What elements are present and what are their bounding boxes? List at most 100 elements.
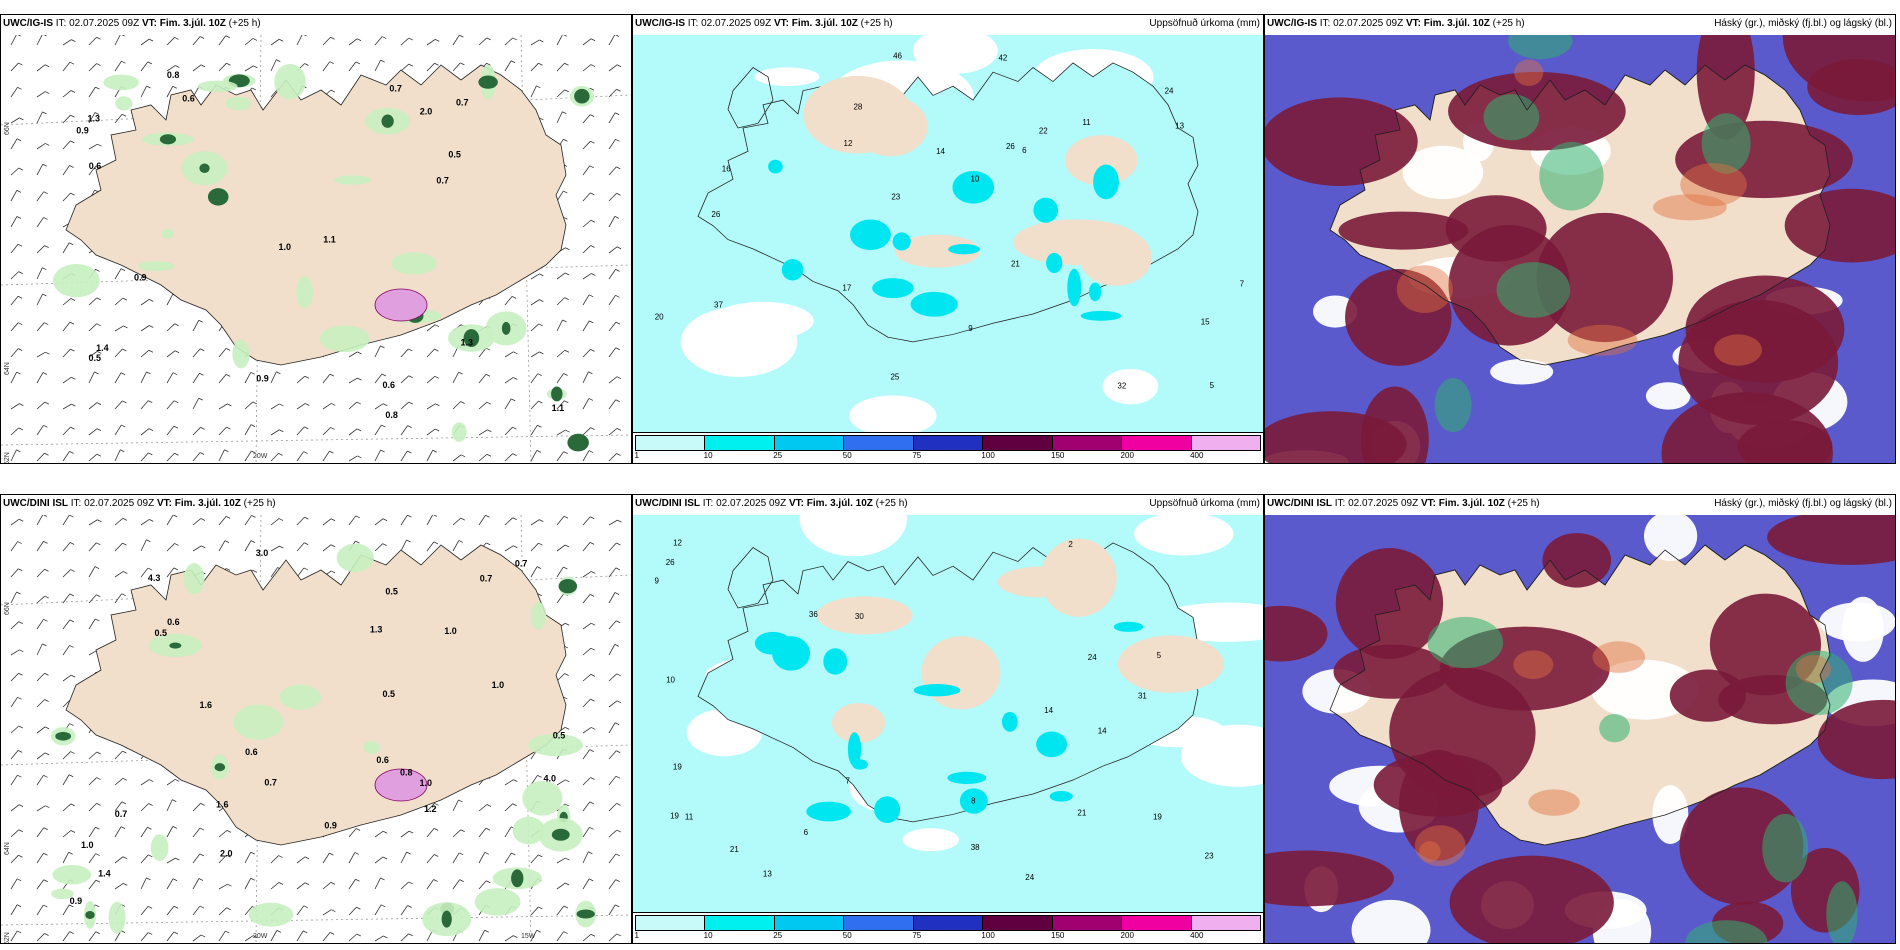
colorbar-swatch [636,916,706,930]
lon-label: 15W [521,933,536,940]
precip-label: 0.9 [70,896,83,906]
colorbar-swatch [913,436,984,450]
panel-row1-accum-precip: UWC/IG-IS IT: 02.07.2025 09Z VT: Fim. 3.… [632,14,1264,464]
precip-label: 1.0 [492,680,505,690]
colorbar-swatch [983,916,1053,930]
precip-label: 0.5 [385,586,398,596]
colorbar-tick-label: 1 [634,931,640,940]
precip-label: 2.0 [220,848,233,858]
colorbar-tick-label: 400 [1190,451,1204,460]
precip-label: 0.7 [264,778,277,788]
colorbar-swatch [705,436,775,450]
panel-title: Háský (gr.), miðský (fj.bl.) og lágský (… [1714,498,1892,509]
colorbar-tick-label: 200 [1120,931,1134,940]
accum-label: 42 [998,54,1007,63]
colorbar-tick-label: 75 [912,451,922,460]
colorbar-tick-label: 150 [1050,931,1065,940]
precip-label: 1.6 [216,800,229,810]
panel-title: Uppsöfnuð úrkoma (mm) [1149,498,1260,509]
precip-label: 4.3 [148,573,161,583]
accum-label: 19 [1153,813,1162,822]
map-precip-wind: 1.1 0.8 0.5 0.6 0.9 0.7 0.5 1.3 1.0 0.7 2.0 1.4 0.8 0… [1,35,631,463]
colorbar-swatch [774,916,845,930]
precip-label: 0.5 [382,689,395,699]
colorbar-swatch [705,916,775,930]
precip-label: 0.6 [245,747,258,757]
colorbar-swatch [1052,916,1123,930]
panel-row1-clouds: UWC/IG-IS IT: 02.07.2025 09Z VT: Fim. 3.… [1264,14,1896,464]
accum-label: 26 [711,210,720,219]
precip-label: 0.5 [553,731,566,741]
accum-label: 26 [1006,142,1015,151]
accum-label: 13 [1175,121,1184,130]
precip-label: 0.6 [383,380,396,390]
accum-label: 2 [1068,540,1073,549]
accum-label: 21 [1011,260,1020,269]
accum-label: 5 [1210,381,1215,390]
panel-row2-clouds: UWC/DINI ISL IT: 02.07.2025 09Z VT: Fim.… [1264,494,1896,944]
precip-label: 0.5 [448,149,461,159]
precip-label: 1.4 [98,868,111,878]
accum-label: 23 [1205,852,1214,861]
precip-label: 0.6 [89,161,102,171]
precip-label: 1.1 [323,235,336,245]
colorbar-tick-label: 10 [703,451,713,460]
panel-header: UWC/IG-IS IT: 02.07.2025 09Z VT: Fim. 3.… [3,18,261,29]
accum-label: 12 [844,139,853,148]
colorbar-swatch [913,916,984,930]
accum-label: 17 [842,284,851,293]
accum-label: 11 [685,813,694,822]
accum-label: 37 [714,300,723,309]
accum-label: 23 [891,192,900,201]
colorbar-tick-label: 150 [1050,451,1065,460]
colorbar-tick-label: 10 [703,931,713,940]
precip-label: 0.8 [167,70,180,80]
accum-label: 16 [722,165,731,174]
accum-label: 6 [1022,146,1027,155]
accum-label: 19 [673,762,682,771]
colorbar-swatch [1052,436,1123,450]
accum-label: 8 [971,796,976,805]
precip-label: 1.3 [88,114,101,124]
accum-label: 12 [673,538,682,547]
accum-label: 24 [1165,87,1174,96]
accum-label: 14 [1098,726,1107,735]
accum-label: 19 [670,811,679,820]
precip-label: 1.1 [552,403,565,413]
colorbar-swatch [1191,916,1260,930]
colorbar-swatch [983,436,1053,450]
map-layer: 5 10 6 13 25 16 15 14 26 46 37 23 22 21 24 20 12 17 32 42 26… [633,35,1263,433]
panel-header: UWC/DINI ISL IT: 02.07.2025 09Z VT: Fim.… [3,498,276,509]
colorbar-tick-label: 100 [981,451,995,460]
precip-label: 1.2 [424,804,437,814]
panel-row2-precip-wind: UWC/DINI ISL IT: 02.07.2025 09Z VT: Fim.… [0,494,632,944]
precip-label: 1.0 [420,778,433,788]
accum-label: 9 [655,577,660,586]
precip-label: 0.8 [400,768,413,778]
panel-title: Uppsöfnuð úrkoma (mm) [1149,18,1260,29]
map-clouds [1265,35,1895,463]
colorbar-swatch [844,916,914,930]
colorbar-tick-label: 25 [773,451,783,460]
accum-label: 7 [846,777,851,786]
lat-label: 64N [4,362,11,375]
lat-label: 62N [4,932,11,943]
panel-header: UWC/DINI ISL IT: 02.07.2025 09Z VT: Fim.… [635,498,908,509]
accum-label: 13 [763,870,772,879]
precip-label: 1.0 [81,840,94,850]
precip-label: 0.8 [385,410,398,420]
accum-label: 7 [1240,279,1245,288]
accum-label: 32 [1117,381,1126,390]
panel-row2-accum-precip: UWC/DINI ISL IT: 02.07.2025 09Z VT: Fim.… [632,494,1264,944]
precip-label: 0.7 [456,97,469,107]
accum-label: 28 [853,103,862,112]
colorbar-swatch [1191,436,1260,450]
colorbar-swatch [1122,436,1192,450]
panel-title: Háský (gr.), miðský (fj.bl.) og lágský (… [1714,18,1892,29]
colorbar-tick-label: 75 [912,931,922,940]
accum-label: 15 [1201,317,1210,326]
colorbar-tick-label: 200 [1120,451,1134,460]
map-layer [1265,35,1895,463]
precip-label: 1.0 [279,242,292,252]
accum-label: 11 [1082,118,1091,127]
